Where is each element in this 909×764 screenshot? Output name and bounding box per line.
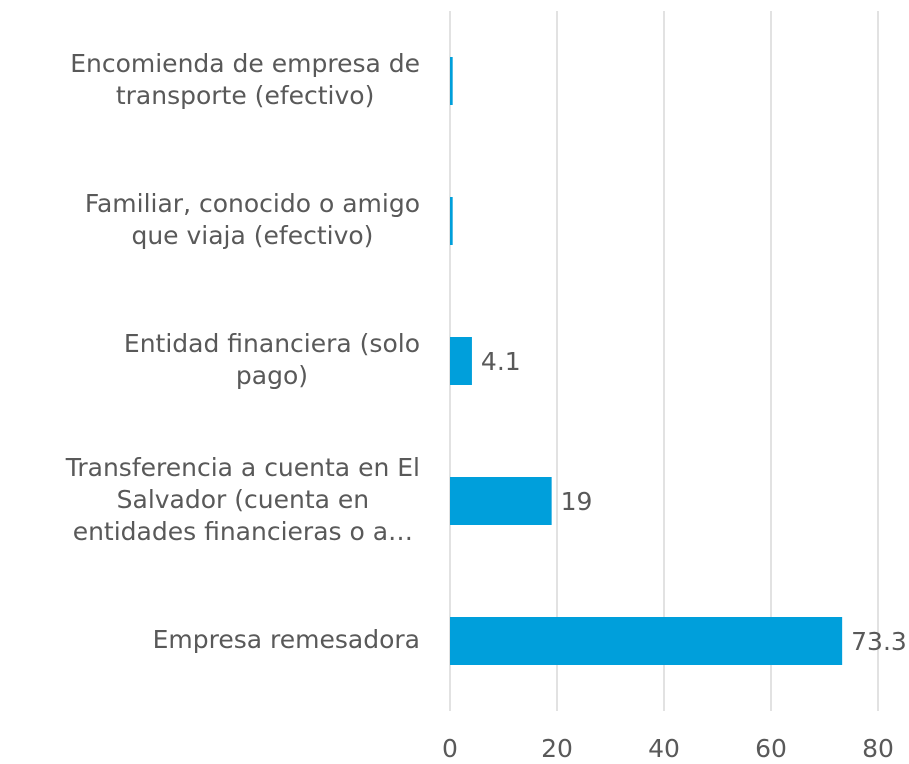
bar [450,197,453,245]
bar [450,477,552,525]
value-label: 4.1 [481,347,521,376]
category-label: Empresa remesadora [153,625,420,654]
x-tick-label: 80 [862,734,894,763]
x-tick-label: 40 [648,734,680,763]
category-label: Encomienda de empresa de transporte (efec… [70,49,420,110]
category-label: Transferencia a cuenta en El Salvador (cu… [65,453,420,546]
x-tick-label: 0 [442,734,458,763]
category-label: Entidad financiera (solo pago) [124,329,420,390]
x-tick-label: 20 [541,734,573,763]
bar [450,337,472,385]
value-label: 73.3 [851,627,907,656]
category-label: Familiar, conocido o amigo que viaja (efe… [85,189,420,250]
x-tick-label: 60 [755,734,787,763]
bar [450,617,843,665]
value-label: 19 [561,487,593,516]
bar [450,57,453,105]
